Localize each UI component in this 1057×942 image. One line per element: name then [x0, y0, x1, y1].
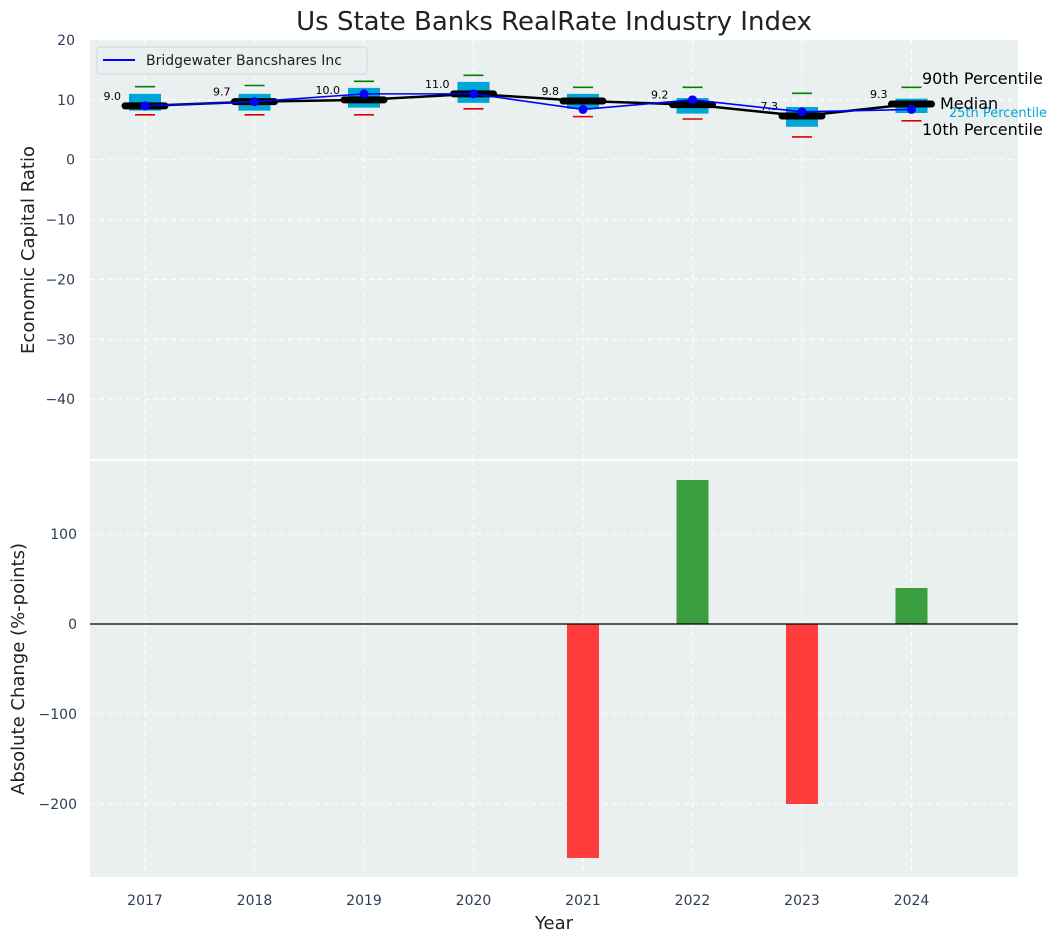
top-y-tick-label: −40 [45, 392, 75, 408]
series-point [359, 89, 369, 99]
x-tick-label: 2018 [237, 893, 273, 909]
legend[interactable]: Bridgewater Bancshares Inc [96, 46, 368, 75]
change-bar [676, 480, 709, 624]
x-tick-label: 2022 [675, 893, 711, 909]
series-point [907, 104, 916, 114]
top-y-tick-label: −10 [45, 213, 75, 229]
chart-title: Us State Banks RealRate Industry Index [296, 7, 812, 37]
top-ylabel: Economic Capital Ratio [18, 146, 39, 354]
annotation-p90: 90th Percentile [922, 69, 1043, 88]
change-bar [567, 624, 599, 858]
series-point [578, 104, 588, 114]
series-line [144, 93, 912, 113]
x-tick-label: 2023 [784, 893, 820, 909]
median-value-label: 10.0 [316, 84, 341, 97]
series-point [469, 89, 478, 99]
series-point [797, 107, 807, 117]
top-marks: 9.0 9.7 10.0 11.0 9.8 9.2 7.3 9.3 25th Percentil… [104, 69, 1048, 139]
top-y-tick-label: −30 [45, 332, 75, 348]
bottom-y-tick-label: 100 [50, 527, 77, 543]
x-tick-label: 2024 [894, 893, 930, 909]
bottom-ylabel: Absolute Change (%-points) [8, 543, 29, 795]
top-y-tick-label: 20 [57, 33, 75, 49]
bottom-y-tick-label: −200 [39, 797, 77, 813]
top-y-ticks: 20 10 0 −10 −20 −30 −40 [45, 33, 75, 408]
median-value-label: 7.3 [761, 100, 779, 113]
annotation-p10: 10th Percentile [922, 120, 1043, 139]
series-point [250, 97, 259, 107]
x-tick-label: 2020 [456, 893, 492, 909]
median-value-label: 9.2 [651, 89, 669, 102]
x-tick-label: 2017 [127, 893, 163, 909]
annotation-p25: 25th Percentile [949, 106, 1047, 121]
bottom-plot-area [90, 461, 1018, 877]
bottom-y-tick-label: 0 [68, 617, 77, 633]
top-y-tick-label: 0 [66, 153, 75, 169]
series-point [140, 101, 150, 111]
x-tick-label: 2021 [565, 893, 601, 909]
legend-box [96, 46, 368, 75]
bottom-y-ticks: 100 0 −100 −200 [39, 527, 77, 813]
change-bar [786, 624, 818, 804]
median-value-label: 9.8 [542, 85, 560, 98]
x-ticks: 2017 2018 2019 2020 2021 2022 2023 2024 [127, 893, 929, 909]
bottom-y-tick-label: −100 [39, 707, 77, 723]
bottom-marks [90, 480, 1018, 858]
x-tick-label: 2019 [346, 893, 382, 909]
top-y-tick-label: 10 [57, 93, 75, 109]
median-value-label: 9.3 [870, 88, 888, 101]
change-bar [895, 588, 928, 624]
annotation-median: Median [940, 94, 998, 113]
legend-entry-bridgewater: Bridgewater Bancshares Inc [146, 53, 342, 69]
top-y-tick-label: −20 [45, 272, 75, 288]
median-value-label: 9.0 [104, 90, 122, 103]
series-point [688, 95, 697, 105]
x-axis-label: Year [534, 913, 574, 934]
median-value-label: 9.7 [213, 86, 231, 99]
median-value-label: 11.0 [425, 78, 450, 91]
